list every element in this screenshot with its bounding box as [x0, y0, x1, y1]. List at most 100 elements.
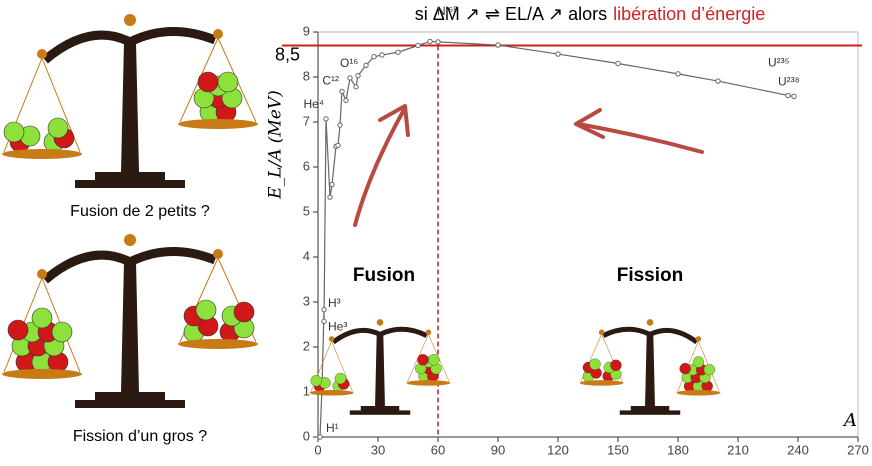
balance-knob [124, 234, 136, 246]
x-tick-label: 30 [371, 442, 385, 457]
balance-pan [178, 339, 258, 349]
point-label: Ni⁶⁰ [437, 4, 458, 18]
nucleon [52, 322, 72, 342]
nucleon [335, 373, 346, 384]
nucleon [417, 354, 428, 365]
balance-base [620, 410, 681, 414]
data-point [324, 117, 328, 121]
balance-base [75, 180, 185, 188]
balance-knob [124, 14, 136, 26]
data-line [320, 41, 794, 437]
x-tick-label: 270 [847, 442, 869, 457]
point-label: H¹ [326, 421, 339, 435]
x-tick-label: 210 [727, 442, 749, 457]
balance-illustration [2, 234, 258, 408]
nucleon [48, 118, 68, 138]
y-tick-label: 0 [303, 428, 310, 443]
balance-illustration [2, 14, 258, 188]
balance-knob [213, 29, 223, 39]
data-point [336, 143, 340, 147]
nucleon [4, 122, 24, 142]
point-label: O¹⁶ [340, 56, 358, 70]
data-point [348, 76, 352, 80]
data-point [786, 93, 790, 97]
y-tick-label: 3 [303, 293, 310, 308]
point-label: C¹² [322, 74, 339, 88]
data-point [322, 319, 326, 323]
arrow-head [576, 110, 603, 137]
data-point [380, 53, 384, 57]
data-point [330, 182, 334, 186]
region-label: Fusion [353, 265, 415, 286]
data-point [792, 94, 796, 98]
y-tick-label: 4 [303, 248, 310, 263]
point-label: He³ [328, 320, 347, 334]
balance-knob [599, 330, 605, 336]
balance-base [95, 172, 165, 181]
balance-pillar [645, 335, 655, 407]
nucleon [590, 359, 601, 370]
data-point [396, 50, 400, 54]
y-tick-label: 1 [303, 383, 310, 398]
x-tick-label: 150 [607, 442, 629, 457]
nucleon [693, 357, 704, 368]
y-tick-label: 5 [303, 203, 310, 218]
point-label: U²³⁵ [768, 56, 790, 70]
data-point [372, 55, 376, 59]
data-point [716, 79, 720, 83]
balance-base [350, 410, 411, 414]
balance-knob [37, 269, 47, 279]
balance-pan [178, 119, 258, 129]
data-point [354, 85, 358, 89]
data-point [338, 123, 342, 127]
balance-knob [377, 319, 384, 326]
balance-pillar [121, 262, 139, 392]
data-point [496, 43, 500, 47]
balance-knob [696, 336, 702, 342]
balance-base [361, 406, 400, 411]
nucleon [8, 320, 28, 340]
x-tick-label: 240 [787, 442, 809, 457]
y-tick-label: 6 [303, 158, 310, 173]
arrow [355, 108, 405, 225]
x-tick-label: 180 [667, 442, 689, 457]
data-point [322, 307, 326, 311]
nucleon [704, 364, 715, 375]
data-point [428, 39, 432, 43]
balance-pan [580, 380, 624, 386]
y-tick-label: 2 [303, 338, 310, 353]
reference-label: 8,5 [275, 44, 300, 64]
balance-knob [213, 249, 223, 259]
nucleon [196, 300, 216, 320]
data-point [328, 195, 332, 199]
point-label: He⁴ [304, 97, 325, 111]
y-tick-label: 8 [303, 68, 310, 83]
x-tick-label: 0 [314, 442, 321, 457]
nucleon [428, 354, 439, 365]
balance-pan [676, 390, 720, 396]
nucleon [680, 363, 691, 374]
nucleon [610, 360, 621, 371]
x-tick-label: 60 [431, 442, 445, 457]
balance-knob [647, 319, 654, 326]
balance-pan [310, 390, 354, 396]
data-point [616, 61, 620, 65]
balance-pillar [121, 42, 139, 172]
x-axis-label: A [842, 410, 857, 431]
balance-pan [2, 149, 82, 159]
data-point [364, 63, 368, 67]
data-point [318, 435, 322, 439]
y-tick-label: 9 [303, 23, 310, 38]
balance-base [631, 406, 670, 411]
title-highlight: libération d’énergie [613, 4, 765, 24]
nucleon [198, 72, 218, 92]
x-tick-label: 90 [491, 442, 505, 457]
data-point [344, 98, 348, 102]
nucleon [311, 375, 322, 386]
data-point [356, 73, 360, 77]
balance-base [75, 400, 185, 408]
data-point [676, 72, 680, 76]
balance-knob [329, 336, 335, 342]
data-point [556, 52, 560, 56]
